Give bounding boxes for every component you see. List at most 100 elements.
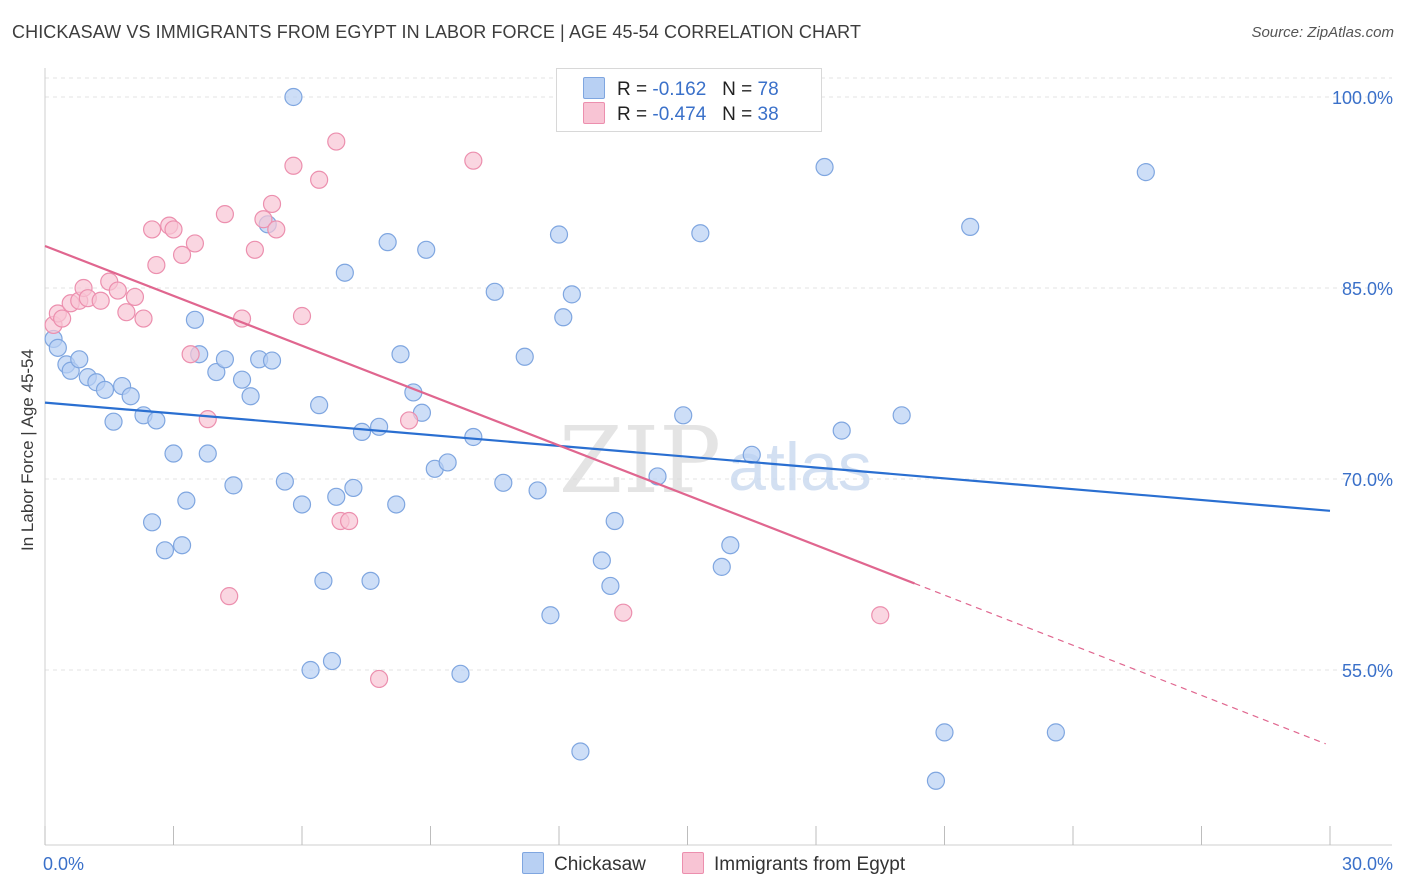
chickasaw-point — [742, 445, 761, 464]
chickasaw-point — [892, 406, 911, 425]
legend-n-label: N = — [722, 104, 753, 125]
y-axis-label-wrap: In Labor Force | Age 45-54 — [8, 300, 48, 600]
chickasaw-point — [605, 511, 624, 531]
chickasaw-point — [370, 417, 389, 436]
chickasaw-point — [961, 217, 980, 236]
chickasaw-point — [417, 240, 436, 259]
chickasaw-point — [832, 421, 851, 440]
egypt-point — [871, 606, 890, 625]
points-layer — [44, 87, 1155, 790]
chickasaw-point — [284, 87, 303, 107]
egypt-point — [370, 669, 389, 689]
egypt-point — [215, 205, 234, 224]
chickasaw-point — [215, 350, 234, 369]
egypt-trend-line — [44, 244, 915, 585]
bottom-legend-label: Chickasaw — [554, 854, 646, 875]
egypt-point — [142, 220, 162, 239]
chickasaw-point — [541, 606, 560, 625]
chickasaw-point — [815, 157, 834, 177]
chickasaw-point — [361, 571, 380, 590]
watermark: ZIP atlas — [559, 407, 872, 514]
egypt-point — [220, 587, 239, 606]
chickasaw-point — [344, 478, 363, 498]
bottom-legend-egypt: Immigrants from Egypt — [682, 852, 905, 876]
chickasaw-point — [1046, 723, 1065, 742]
chickasaw-point — [592, 551, 611, 570]
egypt-point — [254, 210, 273, 229]
chickasaw-point — [147, 411, 166, 430]
bottom-legend-label: Immigrants from Egypt — [714, 854, 906, 875]
chickasaw-point — [185, 310, 205, 329]
chickasaw-point — [310, 396, 329, 415]
watermark-zip: ZIP — [559, 407, 721, 514]
bottom-legend-swatch-pink — [682, 852, 704, 874]
chickasaw-point — [275, 472, 294, 491]
trend-layer — [44, 244, 1331, 745]
y-tick-label: 85.0% — [1342, 279, 1393, 299]
chickasaw-point — [327, 487, 346, 506]
chickasaw-point — [335, 263, 354, 282]
chickasaw-point — [207, 362, 226, 382]
bottom-legend-swatch-blue — [522, 852, 544, 874]
chickasaw-point — [155, 541, 175, 560]
chickasaw-point — [378, 233, 397, 252]
egypt-point — [108, 281, 127, 300]
chickasaw-point — [142, 513, 162, 532]
egypt-point — [284, 156, 303, 175]
chickasaw-point — [48, 338, 67, 357]
legend-n-label: N = — [722, 79, 753, 100]
legend-n-value: 38 — [757, 104, 779, 125]
chickasaw-point — [648, 467, 667, 486]
egypt-point — [614, 603, 633, 622]
chickasaw-point — [292, 495, 312, 514]
chickasaw-point — [164, 444, 183, 463]
egypt-point — [172, 245, 192, 264]
egypt-point — [134, 309, 153, 328]
chickasaw-point — [241, 387, 260, 406]
legend-n-value: 78 — [757, 79, 779, 100]
chickasaw-trend-line — [44, 401, 1331, 512]
chickasaw-point — [391, 345, 410, 364]
legend-row-chickasaw: R = -0.162 N = 78 — [583, 77, 779, 101]
chickasaw-point — [691, 224, 710, 243]
egypt-point — [262, 194, 282, 214]
y-tick-label: 100.0% — [1332, 88, 1393, 108]
legend: R = -0.162 N = 78 R = -0.474 N = 38 — [556, 68, 822, 132]
egypt-point — [181, 345, 200, 364]
chickasaw-point — [224, 476, 243, 495]
chickasaw-point — [387, 495, 406, 514]
chickasaw-point — [198, 444, 217, 463]
chickasaw-point — [262, 351, 282, 370]
legend-r-value: -0.162 — [652, 79, 707, 100]
egypt-point — [340, 511, 359, 531]
egypt-point — [464, 151, 483, 170]
chickasaw-point — [549, 225, 569, 244]
chickasaw-point — [301, 660, 320, 680]
tick-label-layer: 100.0% 85.0% 70.0% 55.0% 0.0% 30.0% — [43, 88, 1393, 874]
source-label: Source: ZipAtlas.com — [1251, 24, 1394, 41]
chickasaw-point — [104, 412, 123, 431]
egypt-point — [91, 291, 110, 310]
x-tick-label: 30.0% — [1342, 854, 1393, 874]
egypt-point — [310, 170, 329, 189]
y-axis-label: In Labor Force | Age 45-54 — [18, 349, 37, 551]
egypt-point — [53, 309, 72, 328]
egypt-point — [292, 306, 312, 326]
chickasaw-point — [464, 427, 483, 447]
chart-title: CHICKASAW VS IMMIGRANTS FROM EGYPT IN LA… — [12, 22, 862, 42]
legend-r-label: R = — [617, 79, 648, 100]
legend-r-value: -0.474 — [652, 104, 707, 125]
axis-layer — [44, 68, 1392, 846]
chickasaw-point — [95, 380, 115, 399]
egypt-point — [245, 240, 264, 259]
chickasaw-point — [562, 285, 581, 304]
chickasaw-point — [314, 571, 333, 590]
chickasaw-point — [528, 481, 547, 500]
bottom-legend-chickasaw: Chickasaw — [522, 852, 646, 876]
chickasaw-point — [172, 536, 192, 555]
chickasaw-point — [674, 406, 693, 425]
chickasaw-point — [515, 347, 534, 366]
chickasaw-point — [438, 453, 457, 472]
chickasaw-point — [721, 536, 740, 555]
